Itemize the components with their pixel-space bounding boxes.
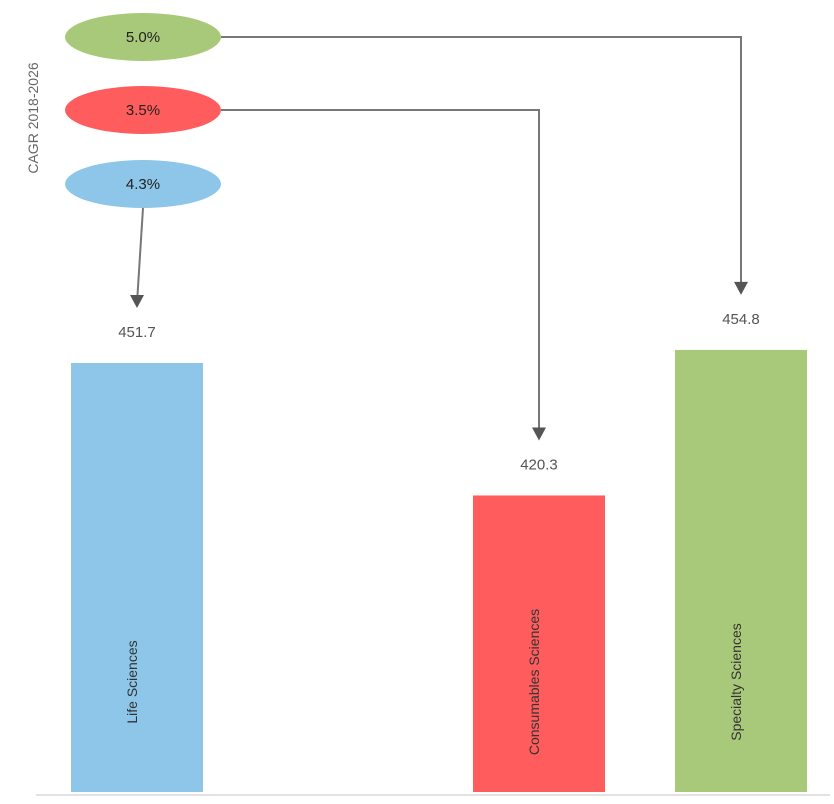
cagr-value-1: 3.5% xyxy=(126,102,160,119)
cagr-oval-0 xyxy=(65,160,221,208)
value-label-2: 454.8 xyxy=(722,311,760,328)
cagr-oval-1 xyxy=(65,86,221,134)
connector-1 xyxy=(221,109,540,436)
category-label-2: Specialty Sciences xyxy=(728,623,744,741)
value-label-1: 420.3 xyxy=(520,456,558,473)
bar-0 xyxy=(71,363,203,792)
connector-0 xyxy=(136,207,144,304)
value-label-0: 451.7 xyxy=(118,324,156,341)
cagr-oval-2 xyxy=(65,13,221,61)
bar-1 xyxy=(473,495,605,792)
cagr-value-0: 4.3% xyxy=(126,176,160,193)
connector-arrow-2 xyxy=(734,281,748,295)
bar-2 xyxy=(675,349,807,792)
connector-arrow-0 xyxy=(130,295,144,309)
cagr-axis-label: CAGR 2018-2026 xyxy=(25,62,41,174)
connector-2 xyxy=(221,36,742,290)
category-label-1: Consumables Sciences xyxy=(526,609,542,755)
cagr-value-2: 5.0% xyxy=(126,29,160,46)
category-label-0: Life Sciences xyxy=(124,640,140,723)
connector-arrow-1 xyxy=(532,427,546,441)
